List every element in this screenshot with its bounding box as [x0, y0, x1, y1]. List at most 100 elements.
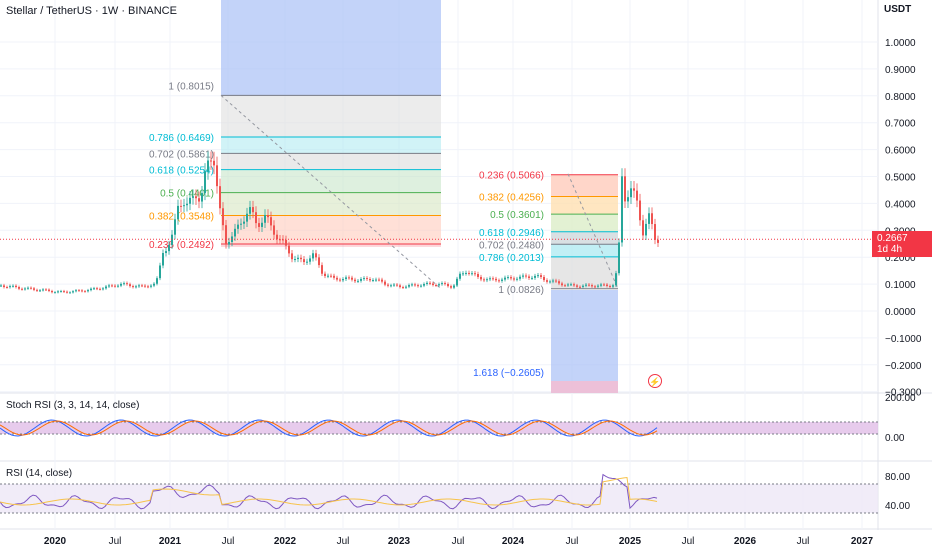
candle-body	[390, 285, 392, 287]
candle-body	[0, 285, 2, 287]
lightning-icon[interactable]: ⚡	[648, 374, 662, 388]
candle-body	[237, 224, 239, 229]
candle-body	[156, 278, 158, 284]
candle-body	[45, 289, 47, 291]
time-axis-label: Jul	[566, 536, 579, 547]
candle-body	[429, 282, 431, 284]
candle-body	[36, 289, 38, 291]
price-axis-label: 0.2000	[885, 253, 916, 264]
candle-body	[462, 273, 464, 275]
candle-body	[492, 278, 494, 280]
candle-body	[357, 280, 359, 282]
price-axis-label: −0.2000	[885, 361, 922, 372]
time-axis-label: Jul	[109, 536, 122, 547]
fib-label: 0.382 (0.3548)	[149, 212, 214, 223]
fib-zone	[221, 136, 441, 154]
price-axis-label: 0.1000	[885, 280, 916, 291]
candle-body	[450, 286, 452, 288]
candle-body	[63, 291, 65, 293]
stoch-k-line	[0, 419, 658, 437]
candle-body	[438, 284, 440, 286]
candle-body	[153, 283, 155, 286]
price-axis-label: 1.0000	[885, 38, 916, 49]
candle-body	[27, 287, 29, 289]
candle-body	[18, 287, 20, 289]
currency-label: USDT	[884, 4, 912, 15]
candle-body	[540, 275, 542, 277]
candle-body	[549, 281, 551, 283]
price-axis-label: 0.8000	[885, 92, 916, 103]
candle-body	[141, 285, 143, 287]
rsi-label[interactable]: RSI (14, close)	[6, 468, 73, 479]
rsi-ma-line	[0, 476, 658, 506]
time-axis-label: Jul	[452, 536, 465, 547]
candle-body	[513, 278, 515, 280]
candle-body	[204, 171, 206, 194]
candle-body	[309, 258, 311, 262]
candle-body	[543, 276, 545, 281]
candle-body	[114, 285, 116, 287]
candle-body	[219, 186, 221, 209]
price-axis-label: 0.6000	[885, 146, 916, 157]
candle-body	[189, 197, 191, 204]
candle-body	[48, 289, 50, 291]
candle-body	[75, 290, 77, 292]
time-axis-label: 2024	[502, 536, 525, 547]
candle-body	[66, 291, 68, 293]
candle-body	[108, 285, 110, 287]
candle-body	[360, 278, 362, 281]
candle-body	[222, 208, 224, 226]
candle-body	[279, 239, 281, 241]
candle-body	[15, 285, 17, 288]
candle-body	[105, 286, 107, 289]
candle-body	[348, 277, 350, 279]
candle-body	[345, 277, 347, 280]
candle-body	[69, 292, 71, 294]
fib-trend-line	[567, 173, 619, 289]
candle-body	[615, 273, 617, 286]
stoch-axis-label: 200.00	[885, 393, 916, 404]
fib-zone	[551, 174, 618, 197]
candle-body	[273, 225, 275, 235]
candle-body	[597, 285, 599, 287]
fib-zone	[221, 192, 441, 216]
candle-body	[165, 251, 167, 253]
fib-zone	[551, 244, 618, 257]
rsi-line	[0, 473, 658, 510]
fib-label: 0.236 (0.2492)	[149, 240, 214, 251]
candle-body	[471, 273, 473, 275]
candle-body	[129, 284, 131, 287]
rsi-axis-label: 40.00	[885, 501, 910, 512]
candle-body	[270, 217, 272, 226]
fib-label: 1.618 (−0.2605)	[473, 368, 544, 379]
candle-body	[630, 188, 632, 198]
candle-body	[627, 197, 629, 202]
stoch-rsi-label[interactable]: Stoch RSI (3, 3, 14, 14, close)	[6, 400, 140, 411]
candle-body	[417, 285, 419, 287]
candle-body	[150, 285, 152, 287]
candle-body	[159, 265, 161, 279]
candle-body	[408, 285, 410, 287]
time-axis-label: 2020	[44, 536, 67, 547]
candle-body	[93, 288, 95, 290]
candle-body	[636, 190, 638, 201]
price-axis-label: 0.9000	[885, 65, 916, 76]
symbol-title[interactable]: Stellar / TetherUS · 1W · BINANCE	[6, 5, 177, 17]
candle-body	[411, 284, 413, 286]
candle-body	[372, 279, 374, 281]
candle-body	[522, 275, 524, 277]
candle-body	[639, 200, 641, 221]
candle-body	[57, 291, 59, 293]
candle-body	[426, 282, 428, 284]
candle-body	[267, 214, 269, 218]
price-axis-label: 0.5000	[885, 173, 916, 184]
candle-body	[537, 275, 539, 277]
candle-body	[465, 272, 467, 274]
candle-body	[117, 285, 119, 287]
candle-body	[300, 257, 302, 260]
candle-body	[282, 239, 284, 241]
candle-body	[423, 283, 425, 286]
fib-label: 0.702 (0.2480)	[479, 240, 544, 251]
candle-body	[477, 274, 479, 277]
